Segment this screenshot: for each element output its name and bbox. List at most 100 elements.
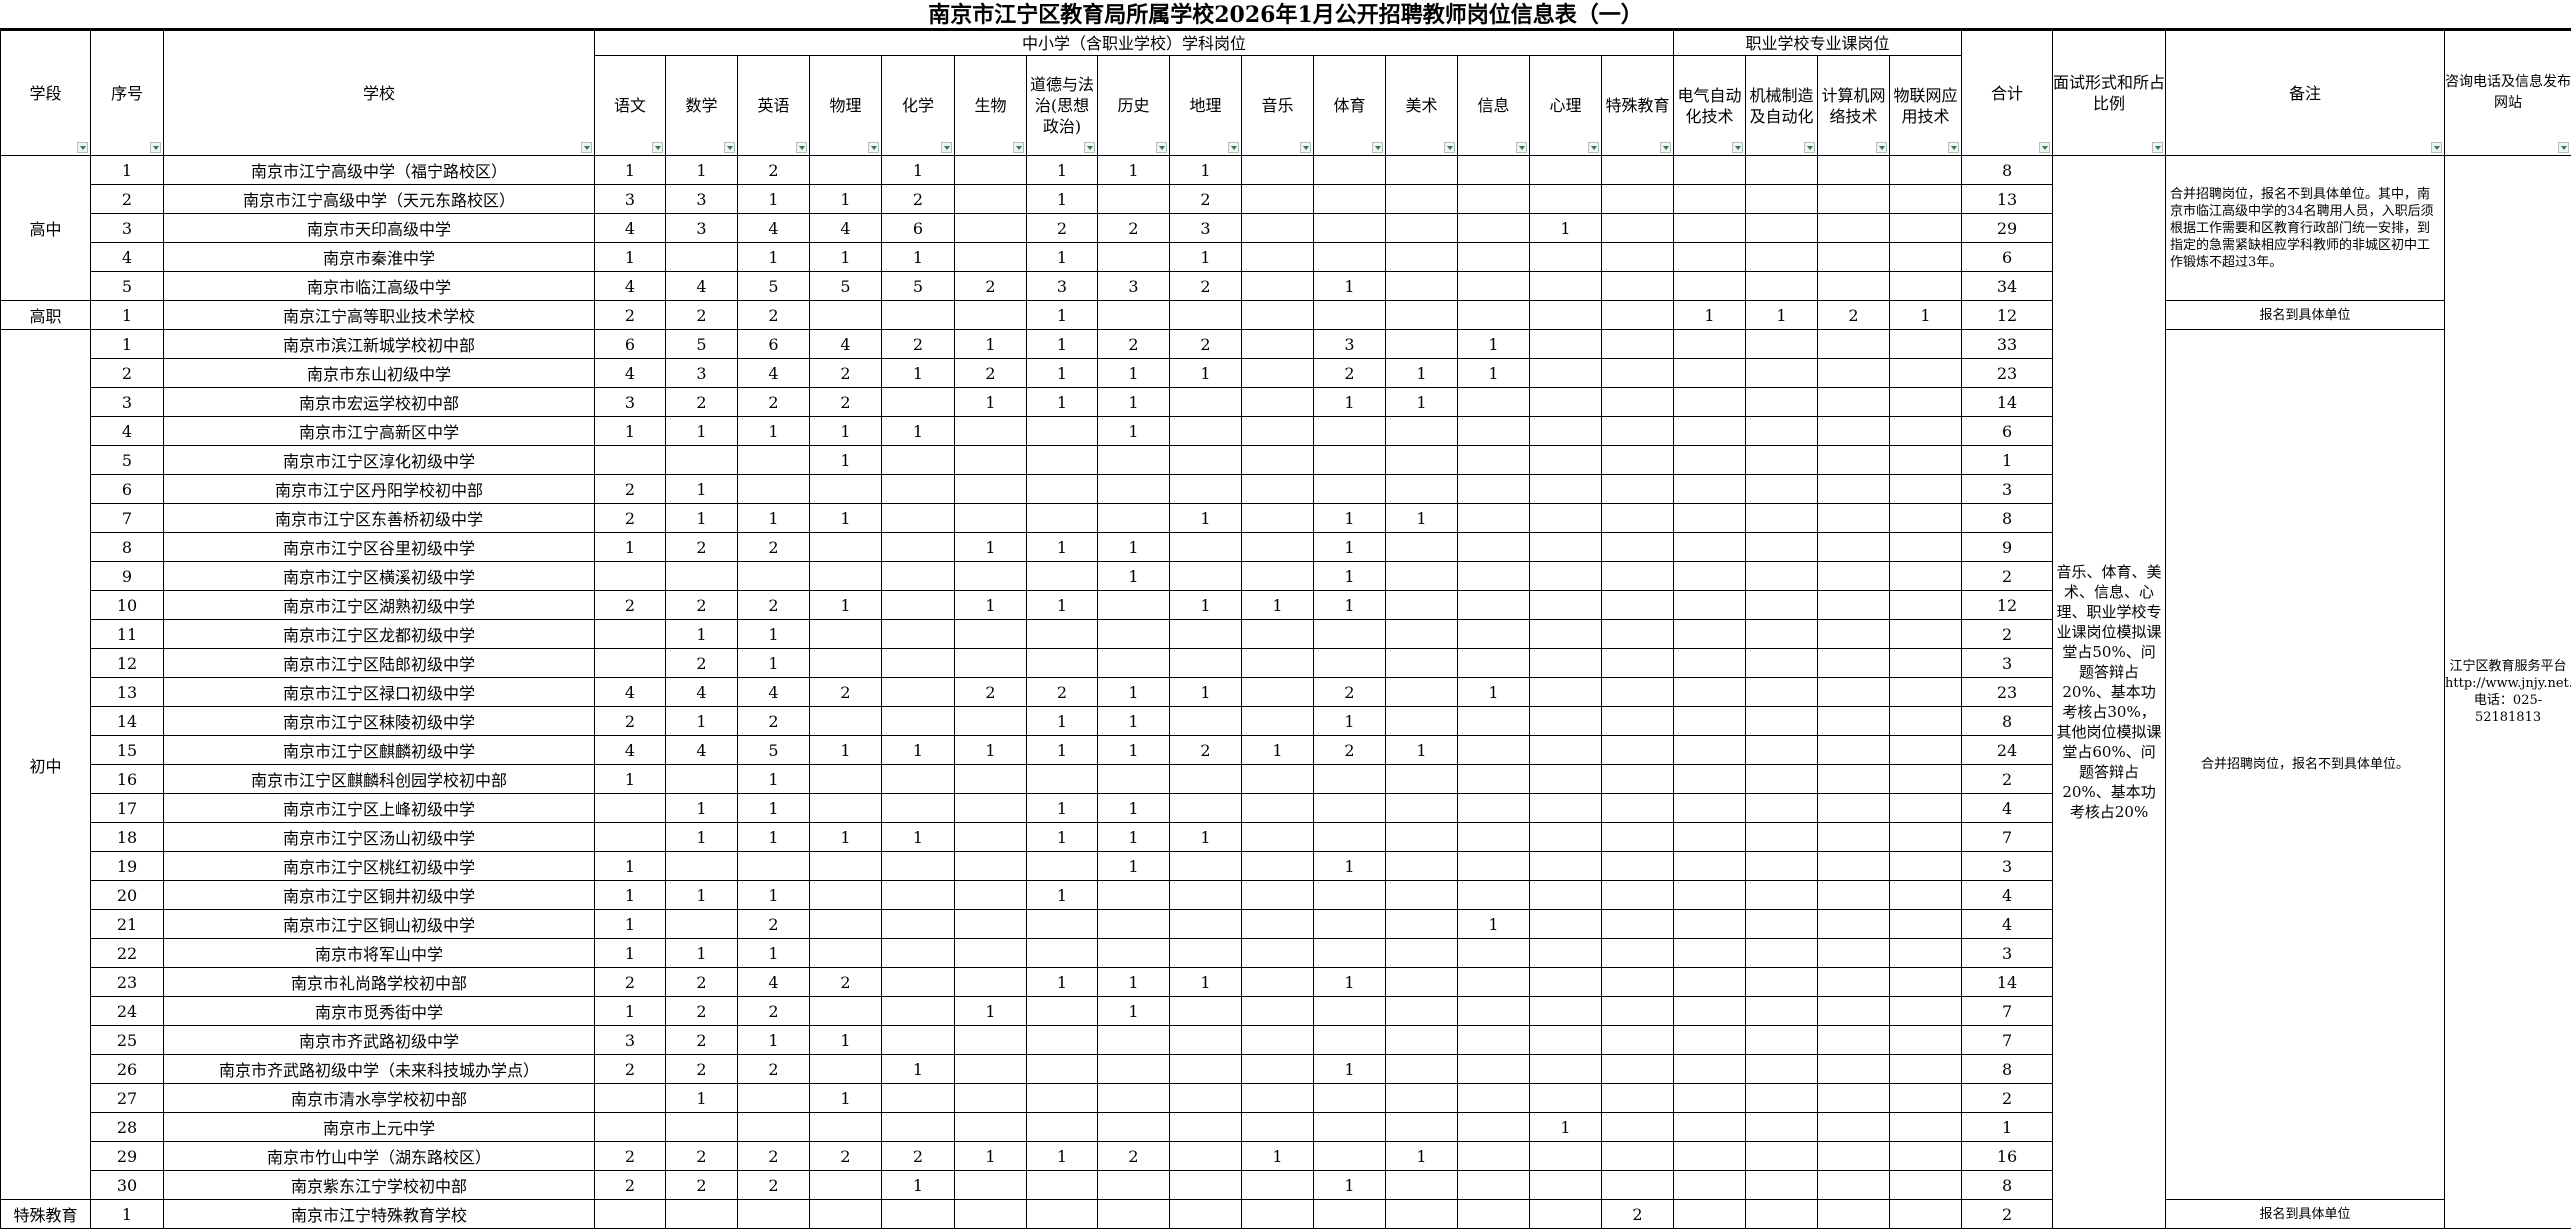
filter-dropdown-icon[interactable] bbox=[868, 142, 879, 153]
count-cell bbox=[1385, 880, 1458, 910]
header-subject[interactable]: 数学 bbox=[665, 55, 738, 156]
filter-dropdown-icon[interactable] bbox=[941, 142, 952, 153]
filter-dropdown-icon[interactable] bbox=[1660, 142, 1672, 153]
header-subject[interactable]: 生物 bbox=[954, 55, 1027, 156]
header-subject[interactable]: 语文 bbox=[594, 55, 666, 156]
count-cell: 2 bbox=[1097, 329, 1170, 359]
count-cell bbox=[1889, 242, 1963, 272]
count-cell: 2 bbox=[737, 909, 810, 939]
header-total[interactable]: 合计 bbox=[1961, 30, 2054, 156]
count-cell bbox=[1313, 648, 1386, 678]
header-subject[interactable]: 心理 bbox=[1529, 55, 1602, 156]
header-contact[interactable]: 咨询电话及信息发布网站 bbox=[2444, 30, 2571, 156]
filter-dropdown-icon[interactable] bbox=[1156, 142, 1167, 153]
total-cell: 2 bbox=[1961, 1083, 2054, 1113]
filter-dropdown-icon[interactable] bbox=[77, 142, 88, 153]
count-cell bbox=[1673, 1112, 1747, 1142]
filter-dropdown-icon[interactable] bbox=[1732, 142, 1744, 153]
filter-dropdown-icon[interactable] bbox=[1300, 142, 1311, 153]
count-cell bbox=[1673, 822, 1747, 852]
filter-dropdown-icon[interactable] bbox=[2039, 142, 2051, 153]
count-cell bbox=[881, 851, 955, 881]
table-row: 高职 1 南京江宁高等职业技术学校 2 2 2 1 1 1 2 1 12 报名到具体单位 bbox=[0, 300, 2571, 330]
filter-dropdown-icon[interactable] bbox=[581, 142, 592, 153]
count-cell bbox=[1673, 561, 1747, 591]
count-cell bbox=[1817, 532, 1891, 562]
header-subject[interactable]: 美术 bbox=[1385, 55, 1458, 156]
count-cell bbox=[1097, 1112, 1170, 1142]
count-cell bbox=[1889, 619, 1963, 649]
header-subject[interactable]: 地理 bbox=[1169, 55, 1242, 156]
filter-dropdown-icon[interactable] bbox=[796, 142, 807, 153]
count-cell: 3 bbox=[665, 358, 738, 388]
seq-cell: 26 bbox=[90, 1054, 164, 1084]
count-cell: 2 bbox=[737, 1054, 810, 1084]
filter-dropdown-icon[interactable] bbox=[150, 142, 161, 153]
filter-dropdown-icon[interactable] bbox=[1876, 142, 1888, 153]
count-cell bbox=[1817, 793, 1891, 823]
filter-dropdown-icon[interactable] bbox=[1516, 142, 1527, 153]
header-subject[interactable]: 特殊教育 bbox=[1600, 55, 1675, 156]
filter-dropdown-icon[interactable] bbox=[2558, 142, 2570, 153]
count-cell: 1 bbox=[1457, 329, 1530, 359]
header-subject[interactable]: 英语 bbox=[737, 55, 810, 156]
count-cell: 1 bbox=[1026, 967, 1098, 997]
filter-dropdown-icon[interactable] bbox=[1013, 142, 1024, 153]
seq-cell: 21 bbox=[90, 909, 164, 939]
count-cell bbox=[1600, 271, 1675, 301]
filter-dropdown-icon[interactable] bbox=[1948, 142, 1960, 153]
count-cell: 4 bbox=[665, 677, 738, 707]
count-cell bbox=[665, 909, 738, 939]
table-row: 20 南京市江宁区铜井初级中学 1 1 1 1 4 bbox=[1, 880, 2571, 910]
header-subject[interactable]: 信息 bbox=[1457, 55, 1530, 156]
filter-dropdown-icon[interactable] bbox=[1444, 142, 1455, 153]
table-row: 28 南京市上元中学 1 1 bbox=[1, 1112, 2571, 1142]
header-school[interactable]: 学校 bbox=[163, 30, 595, 156]
filter-dropdown-icon[interactable] bbox=[1372, 142, 1383, 153]
header-remark[interactable]: 备注 bbox=[2165, 30, 2446, 156]
header-vocational-subject[interactable]: 计算机网络技术 bbox=[1817, 55, 1891, 156]
count-cell bbox=[1169, 300, 1242, 330]
count-cell bbox=[1313, 184, 1386, 214]
header-interview[interactable]: 面试形式和所占比例 bbox=[2052, 30, 2167, 156]
count-cell: 1 bbox=[1673, 300, 1747, 330]
seq-cell: 2 bbox=[90, 184, 164, 214]
count-cell bbox=[1026, 851, 1098, 881]
filter-dropdown-icon[interactable] bbox=[1228, 142, 1239, 153]
count-cell: 1 bbox=[809, 1025, 882, 1055]
header-subject[interactable]: 物理 bbox=[809, 55, 882, 156]
count-cell: 1 bbox=[1097, 793, 1170, 823]
filter-dropdown-icon[interactable] bbox=[1588, 142, 1599, 153]
filter-dropdown-icon[interactable] bbox=[2152, 142, 2164, 153]
total-cell: 4 bbox=[1961, 793, 2054, 823]
count-cell bbox=[1600, 735, 1675, 765]
header-subject[interactable]: 体育 bbox=[1313, 55, 1386, 156]
count-cell bbox=[1241, 1199, 1314, 1229]
count-cell: 1 bbox=[1313, 271, 1386, 301]
count-cell: 1 bbox=[1313, 967, 1386, 997]
header-vocational-subject[interactable]: 机械制造及自动化 bbox=[1745, 55, 1819, 156]
header-stage[interactable]: 学段 bbox=[0, 30, 91, 156]
filter-dropdown-icon[interactable] bbox=[2431, 142, 2443, 153]
count-cell: 1 bbox=[594, 242, 666, 272]
count-cell: 3 bbox=[594, 387, 666, 417]
filter-dropdown-icon[interactable] bbox=[724, 142, 735, 153]
header-subject[interactable]: 化学 bbox=[881, 55, 955, 156]
count-cell: 1 bbox=[1169, 503, 1242, 533]
seq-cell: 5 bbox=[90, 445, 164, 475]
count-cell bbox=[881, 706, 955, 736]
count-cell bbox=[1169, 793, 1242, 823]
header-subject[interactable]: 道德与法治(思想政治) bbox=[1026, 55, 1098, 156]
school-cell: 南京市竹山中学（湖东路校区） bbox=[163, 1141, 595, 1171]
filter-dropdown-icon[interactable] bbox=[652, 142, 663, 153]
header-vocational-subject[interactable]: 电气自动化技术 bbox=[1673, 55, 1747, 156]
header-vocational-subject[interactable]: 物联网应用技术 bbox=[1889, 55, 1963, 156]
header-subject[interactable]: 音乐 bbox=[1241, 55, 1314, 156]
filter-dropdown-icon[interactable] bbox=[1084, 142, 1095, 153]
count-cell bbox=[954, 822, 1027, 852]
count-cell bbox=[1529, 590, 1602, 620]
count-cell: 1 bbox=[594, 851, 666, 881]
header-subject[interactable]: 历史 bbox=[1097, 55, 1170, 156]
filter-dropdown-icon[interactable] bbox=[1804, 142, 1816, 153]
header-seq[interactable]: 序号 bbox=[90, 30, 164, 156]
